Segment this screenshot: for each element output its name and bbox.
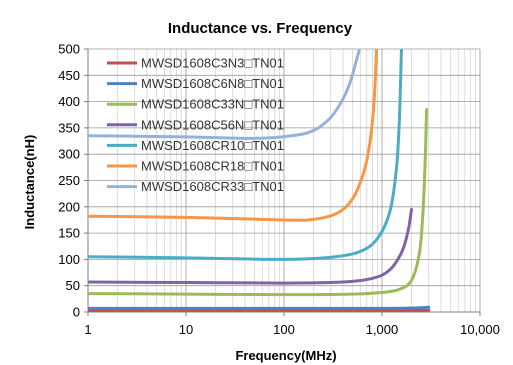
y-tick-label: 250 [58,173,80,188]
legend: MWSD1608C3N3□TN01 MWSD1608C6N8□TN01 MWSD16… [107,56,284,194]
series-line-2 [88,305,431,310]
y-tick-label: 450 [58,68,80,83]
series-line-3 [88,107,429,297]
legend-label-6: MWSD1608CR18□TN01 [141,159,284,174]
legend-label-2: MWSD1608C6N8□TN01 [141,76,284,91]
series-line-4 [88,207,413,285]
chart-title: Inductance vs. Frequency [168,20,353,37]
series-line-6 [88,49,379,222]
y-tick-label: 0 [73,305,80,320]
legend-label-7: MWSD1608CR33□TN01 [141,179,284,194]
y-tick-label: 400 [58,94,80,109]
x-tick-label: 10,000 [460,322,500,337]
y-tick-label: 50 [66,278,80,293]
y-axis-label: Inductance(nH) [22,135,37,230]
legend-label-3: MWSD1608C33N□TN01 [141,97,284,112]
y-tick-label: 300 [58,147,80,162]
series-line-7 [88,49,362,140]
y-tick-label: 100 [58,252,80,267]
x-tick-label: 1,000 [366,322,399,337]
series-line-5 [88,49,403,261]
axes: 0 50 100 150 200 250 300 350 400 450 500 1 10 100 1,00… [58,42,500,338]
x-tick-label: 100 [273,322,295,337]
series-group [88,49,431,312]
legend-label-1: MWSD1608C3N3□TN01 [141,56,284,71]
y-tick-label: 350 [58,120,80,135]
y-tick-label: 150 [58,226,80,241]
y-tick-label: 200 [58,199,80,214]
x-axis-label: Frequency(MHz) [235,348,336,363]
legend-label-5: MWSD1608CR10□TN01 [141,138,284,153]
x-tick-label: 10 [179,322,193,337]
y-tick-label: 500 [58,42,80,57]
legend-label-4: MWSD1608C56N□TN01 [141,117,284,132]
x-tick-label: 1 [84,322,91,337]
